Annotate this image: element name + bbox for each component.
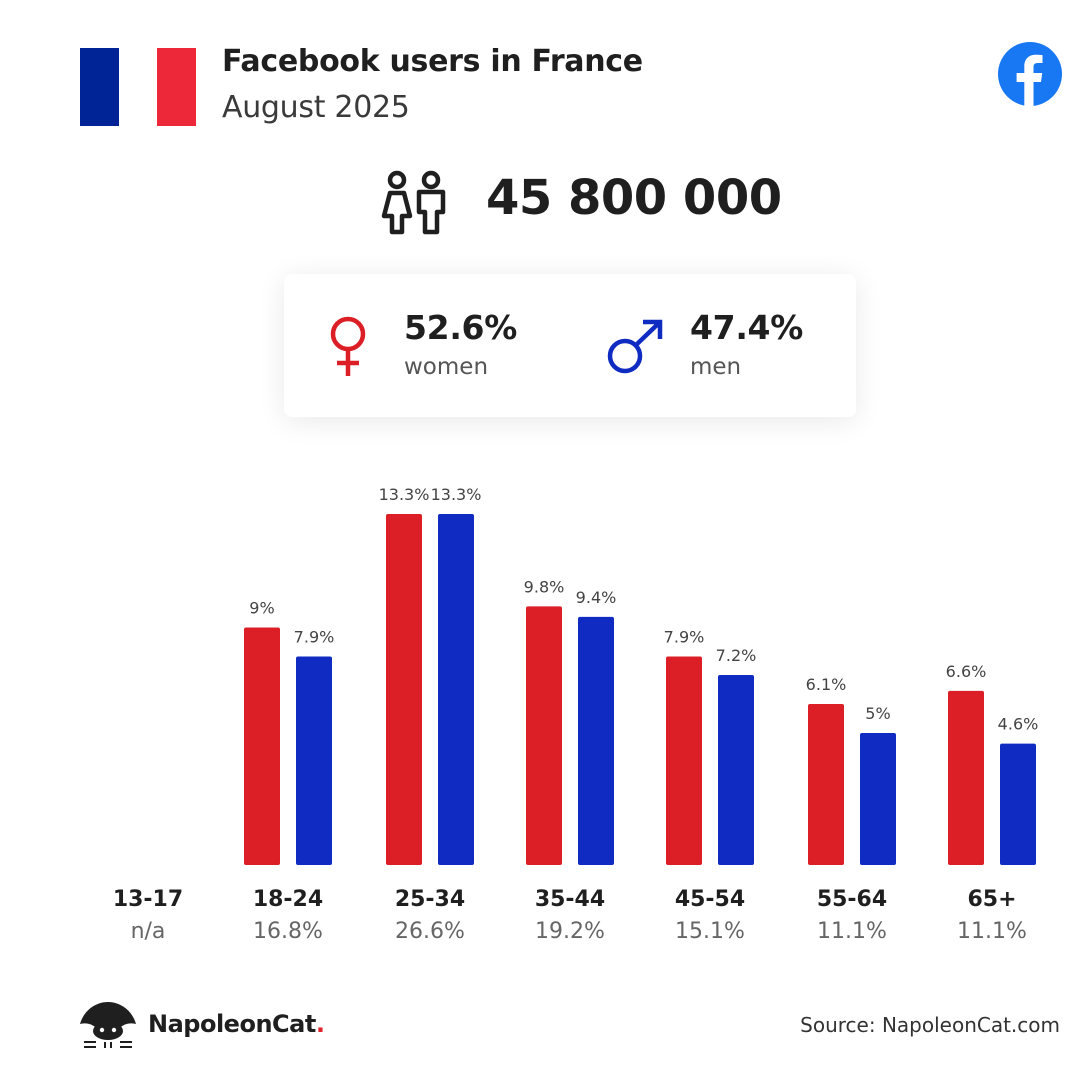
flag-stripe-red	[157, 48, 197, 126]
value-label-men-55-64: 5%	[865, 704, 890, 723]
bar-women-65	[948, 690, 984, 865]
value-label-men-35-44: 9.4%	[576, 588, 617, 607]
men-percentage: 47.4%	[690, 308, 803, 347]
page-subtitle: August 2025	[222, 90, 410, 125]
total-users: 45 800 000	[486, 170, 782, 226]
value-label-women-25-34: 13.3%	[379, 485, 430, 504]
bar-men-35-44	[578, 616, 614, 865]
women-label: women	[404, 354, 489, 380]
bar-women-45-54	[666, 656, 702, 865]
value-label-women-65: 6.6%	[946, 662, 987, 681]
category-total-45-54: 15.1%	[675, 919, 745, 944]
people-icon	[381, 170, 446, 235]
bar-women-25-34	[386, 514, 422, 865]
female-symbol-icon	[330, 316, 366, 376]
category-total-55-64: 11.1%	[817, 919, 887, 944]
brand-name-text: NapoleonCat	[148, 1010, 316, 1038]
male-symbol-icon	[607, 319, 663, 374]
category-total-13-17: n/a	[131, 919, 166, 944]
men-label: men	[690, 354, 742, 380]
category-total-65: 11.1%	[957, 919, 1027, 944]
category-label-25-34: 25-34	[395, 887, 465, 912]
value-label-women-55-64: 6.1%	[806, 675, 847, 694]
value-label-women-45-54: 7.9%	[664, 628, 705, 647]
category-label-55-64: 55-64	[817, 887, 887, 912]
brand-name: NapoleonCat.	[148, 1010, 325, 1038]
source-text: Source: NapoleonCat.com	[800, 1013, 1060, 1037]
bar-men-18-24	[296, 656, 332, 865]
value-label-men-25-34: 13.3%	[431, 485, 482, 504]
flag-stripe-white	[118, 48, 158, 126]
napoleoncat-logo-icon	[80, 1002, 136, 1048]
value-label-men-45-54: 7.2%	[716, 646, 757, 665]
category-total-18-24: 16.8%	[253, 919, 323, 944]
bar-men-45-54	[718, 674, 754, 865]
category-label-45-54: 45-54	[675, 887, 745, 912]
bar-women-18-24	[244, 627, 280, 865]
women-percentage: 52.6%	[404, 308, 517, 347]
bar-women-35-44	[526, 606, 562, 865]
page-title: Facebook users in France	[222, 44, 643, 79]
category-label-65: 65+	[967, 887, 1016, 912]
category-label-13-17: 13-17	[113, 887, 183, 912]
value-label-men-18-24: 7.9%	[294, 628, 335, 647]
bar-men-55-64	[860, 733, 896, 865]
category-total-25-34: 26.6%	[395, 919, 465, 944]
bar-women-55-64	[808, 704, 844, 865]
flag-stripe-blue	[80, 48, 119, 126]
france-flag	[80, 48, 197, 126]
value-label-men-65: 4.6%	[998, 715, 1039, 734]
category-total-35-44: 19.2%	[535, 919, 605, 944]
gender-card: 52.6% women 47.4% men	[284, 274, 856, 417]
bar-men-25-34	[438, 514, 474, 865]
value-label-women-18-24: 9%	[249, 598, 274, 617]
value-label-women-35-44: 9.8%	[524, 577, 565, 596]
facebook-logo-icon	[998, 42, 1062, 106]
brand-name-dot: .	[315, 1010, 325, 1038]
bar-men-65	[1000, 743, 1036, 865]
category-label-18-24: 18-24	[253, 887, 323, 912]
category-label-35-44: 35-44	[535, 887, 605, 912]
